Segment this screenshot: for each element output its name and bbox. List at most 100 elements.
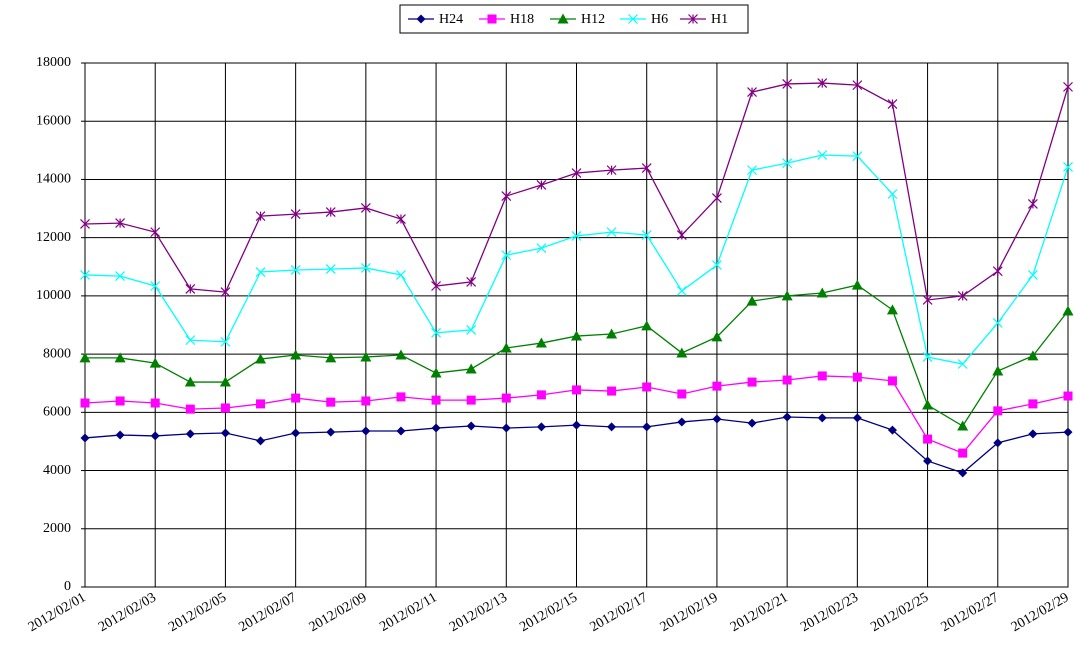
point-marker bbox=[115, 271, 126, 282]
point-marker bbox=[290, 349, 302, 360]
point-marker-part bbox=[607, 422, 617, 432]
x-tick-label: 2012/02/07 bbox=[237, 590, 300, 635]
point-marker bbox=[817, 78, 828, 89]
point-marker bbox=[922, 295, 933, 305]
point-marker-part bbox=[993, 438, 1003, 448]
point-marker-part bbox=[571, 330, 582, 341]
point-marker bbox=[677, 389, 687, 399]
point-marker bbox=[676, 286, 687, 296]
point-marker bbox=[185, 429, 195, 439]
point-marker-part bbox=[325, 264, 336, 275]
point-marker-part bbox=[1063, 81, 1073, 92]
legend-marker bbox=[688, 14, 698, 24]
x-tick-label: 2012/02/09 bbox=[307, 590, 370, 635]
point-marker-part bbox=[325, 352, 337, 363]
point-marker-part bbox=[676, 230, 687, 240]
point-marker bbox=[572, 385, 581, 395]
x-tick-label: 2012/02/03 bbox=[96, 590, 159, 635]
legend-label: H24 bbox=[439, 12, 463, 27]
x-tick-label: 2012/02/27 bbox=[939, 590, 1002, 635]
point-marker bbox=[466, 395, 476, 405]
point-marker-part bbox=[1028, 429, 1038, 439]
point-marker-part bbox=[220, 336, 231, 347]
point-marker-part bbox=[712, 414, 722, 424]
point-marker-part bbox=[852, 80, 863, 91]
point-marker bbox=[607, 422, 617, 432]
point-marker-part bbox=[886, 304, 898, 315]
point-marker bbox=[1028, 429, 1038, 439]
legend-marker bbox=[628, 14, 638, 24]
point-marker bbox=[219, 376, 231, 387]
point-marker-part bbox=[712, 193, 722, 204]
point-marker-part bbox=[290, 349, 302, 360]
point-marker bbox=[712, 414, 722, 424]
x-tick-label: 2012/02/15 bbox=[517, 590, 580, 635]
point-marker bbox=[431, 281, 441, 291]
y-tick-label: 0 bbox=[64, 579, 71, 594]
point-marker bbox=[1027, 350, 1039, 361]
legend-marker-part bbox=[416, 14, 426, 24]
point-marker-part bbox=[535, 337, 547, 348]
point-marker-part bbox=[396, 270, 406, 280]
point-marker bbox=[606, 165, 617, 176]
point-marker bbox=[536, 243, 547, 254]
point-marker bbox=[536, 180, 547, 190]
point-marker bbox=[150, 398, 160, 408]
point-marker bbox=[501, 191, 512, 201]
point-marker bbox=[607, 386, 617, 396]
point-marker-part bbox=[500, 342, 512, 353]
point-marker bbox=[747, 165, 757, 176]
point-marker-part bbox=[851, 279, 863, 290]
point-marker bbox=[466, 325, 477, 335]
point-marker bbox=[149, 357, 161, 368]
point-marker-part bbox=[922, 352, 933, 362]
point-marker bbox=[887, 99, 898, 109]
point-marker-part bbox=[816, 287, 828, 298]
point-marker bbox=[1063, 162, 1073, 172]
point-marker bbox=[396, 392, 406, 402]
point-marker bbox=[606, 328, 618, 339]
point-marker-part bbox=[641, 230, 652, 240]
point-marker bbox=[220, 287, 231, 298]
y-tick-label: 8000 bbox=[43, 346, 71, 361]
point-marker-part bbox=[993, 406, 1003, 416]
point-marker bbox=[220, 403, 230, 413]
point-marker-part bbox=[396, 392, 406, 402]
point-marker-part bbox=[466, 395, 476, 405]
point-marker bbox=[782, 375, 792, 385]
x-tick-label: 2012/02/17 bbox=[588, 590, 651, 635]
point-marker-part bbox=[115, 218, 126, 229]
point-marker-part bbox=[677, 389, 687, 399]
point-marker-part bbox=[80, 270, 90, 280]
point-marker bbox=[255, 211, 266, 222]
point-marker-part bbox=[431, 327, 441, 338]
point-marker-part bbox=[607, 386, 617, 396]
point-marker-part bbox=[220, 403, 230, 413]
point-marker bbox=[817, 150, 828, 160]
point-marker bbox=[150, 431, 160, 441]
point-marker-part bbox=[291, 393, 301, 403]
x-tick-label: 2012/02/19 bbox=[658, 590, 721, 635]
point-marker-part bbox=[782, 375, 792, 385]
point-marker bbox=[431, 423, 441, 433]
point-marker bbox=[922, 352, 933, 362]
point-marker-part bbox=[185, 404, 195, 414]
point-marker-part bbox=[852, 413, 862, 423]
point-marker bbox=[817, 413, 827, 423]
point-marker-part bbox=[466, 276, 477, 287]
point-marker bbox=[185, 335, 196, 346]
point-marker-part bbox=[536, 180, 547, 190]
point-marker bbox=[642, 382, 652, 392]
point-marker-part bbox=[958, 448, 968, 458]
point-marker bbox=[291, 428, 301, 438]
point-marker-part bbox=[465, 363, 477, 374]
point-marker bbox=[431, 395, 441, 405]
point-marker bbox=[641, 230, 652, 240]
point-marker bbox=[676, 230, 687, 240]
point-marker-part bbox=[747, 377, 757, 387]
point-marker bbox=[572, 420, 581, 430]
point-marker-part bbox=[80, 398, 90, 408]
point-marker bbox=[325, 207, 336, 217]
point-marker bbox=[712, 193, 722, 204]
